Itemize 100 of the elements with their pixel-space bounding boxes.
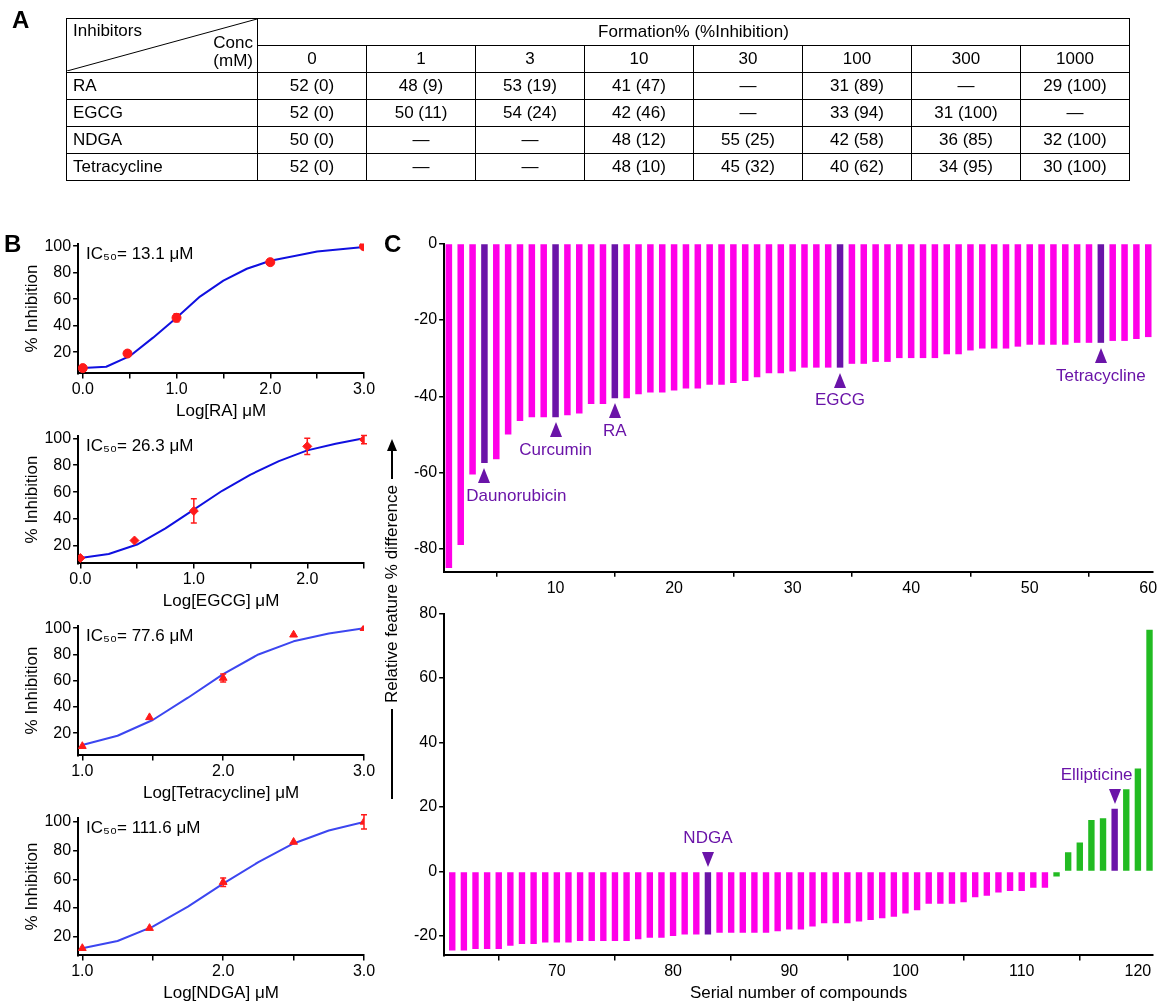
annotation: Curcumin: [519, 439, 592, 459]
bar: [1041, 872, 1049, 888]
y-tick-label: 40: [419, 732, 438, 750]
bar: [727, 872, 735, 933]
text: —: [739, 103, 757, 122]
text: 31 (89): [830, 76, 884, 95]
category-label: 1: [366, 45, 476, 73]
x-tick-label: 20: [665, 578, 684, 596]
text: 31 (100): [934, 103, 998, 122]
bar: [774, 872, 781, 932]
bar: [507, 872, 514, 946]
bar: [1076, 842, 1083, 871]
y-tick-label: -20: [414, 926, 438, 944]
y-tick-label: 60: [419, 668, 438, 686]
bar: [739, 872, 746, 933]
text: 52 (0): [289, 157, 335, 176]
x-tick-label: 1.0: [71, 762, 94, 780]
annotation: IC₅₀= 13.1 μM: [86, 243, 194, 263]
bar: [553, 872, 561, 943]
y-tick-label: 20: [53, 536, 72, 554]
bar: [681, 872, 688, 935]
category-label: 300: [911, 45, 1021, 73]
y-tick-label: 100: [44, 812, 72, 830]
y-tick-label: 20: [53, 927, 72, 945]
text: 50 (11): [394, 103, 448, 122]
bar: [972, 872, 979, 898]
bar: [542, 872, 549, 943]
bar: [600, 872, 607, 941]
y-tick-label: 40: [53, 898, 72, 916]
x-tick-label: 0.0: [69, 570, 92, 588]
x-tick-label: 30: [783, 578, 802, 596]
text: 33 (94): [830, 103, 884, 122]
x-tick-label: 80: [664, 962, 683, 980]
annotation: Tetracycline: [1055, 365, 1146, 385]
bar: [902, 872, 909, 914]
bar: [1088, 819, 1095, 871]
category-label: Tetracycline: [73, 157, 163, 176]
x-tick-label: 60: [1139, 578, 1158, 596]
y-tick-label: -20: [414, 310, 438, 328]
x-tick-label: 1.0: [165, 380, 188, 398]
bar: [995, 872, 1002, 893]
x-tick-label: 10: [546, 578, 565, 596]
text: Inhibitors: [73, 21, 142, 41]
x-tick-label: 50: [1020, 578, 1039, 596]
y-tick-label: 80: [53, 841, 72, 859]
point: [78, 741, 87, 749]
x-tick-label: 0.0: [71, 380, 94, 398]
bar: [1134, 768, 1142, 871]
bar: [623, 872, 630, 941]
y-axis-title: % Inhibition: [21, 264, 41, 353]
text: 34 (95): [939, 157, 993, 176]
y-tick-label: 20: [419, 797, 438, 815]
point: [122, 348, 133, 359]
bar: [1018, 872, 1025, 891]
bar: [762, 872, 770, 933]
bar: [1030, 872, 1037, 888]
text: 45 (32): [721, 157, 775, 176]
x-tick-label: 2.0: [212, 762, 235, 780]
x-tick-label: 40: [902, 578, 921, 596]
bar: [658, 872, 665, 938]
text: 52 (0): [289, 76, 335, 95]
y-axis-title: % Inhibition: [21, 842, 41, 931]
chart-title: C: [384, 230, 402, 257]
bar: [530, 872, 537, 945]
x-tick-label: 120: [1124, 962, 1152, 980]
bar: [960, 872, 967, 903]
y-tick-label: 60: [53, 482, 72, 500]
text: 52 (0): [289, 103, 335, 122]
bar: [576, 872, 584, 941]
bar: [983, 872, 991, 896]
y-tick-label: 0: [428, 861, 438, 879]
y-tick-label: 60: [53, 671, 72, 689]
bar: [751, 872, 758, 933]
bar: [1123, 789, 1130, 871]
bar: [867, 872, 874, 920]
annotation: Ellipticine: [1060, 765, 1133, 785]
bar: [693, 872, 700, 935]
y-tick-label: 80: [53, 455, 72, 473]
text: 36 (85): [939, 130, 993, 149]
y-tick-label: 80: [419, 604, 438, 622]
text: 53 (19): [503, 76, 557, 95]
text: —: [957, 76, 975, 95]
x-tick-label: 70: [547, 962, 566, 980]
text: 50 (0): [289, 130, 335, 149]
y-axis-title: % Inhibition: [21, 646, 41, 735]
y-tick-label: 100: [44, 236, 72, 254]
text: 48 (9): [398, 76, 444, 95]
bar: [449, 872, 456, 951]
point: [289, 837, 298, 845]
bar: [937, 872, 944, 904]
text: Formation% (%Inhibition): [257, 18, 1130, 46]
y-tick-label: 100: [44, 618, 72, 636]
x-axis-title: Log[NDGA] μM: [163, 983, 279, 1003]
annotation: IC₅₀= 111.6 μM: [86, 817, 201, 837]
point: [145, 923, 154, 931]
point: [145, 712, 154, 721]
bar: [879, 872, 886, 919]
x-tick-label: 3.0: [352, 762, 376, 780]
annotation: NDGA: [683, 828, 734, 848]
text: 48 (12): [612, 130, 666, 149]
